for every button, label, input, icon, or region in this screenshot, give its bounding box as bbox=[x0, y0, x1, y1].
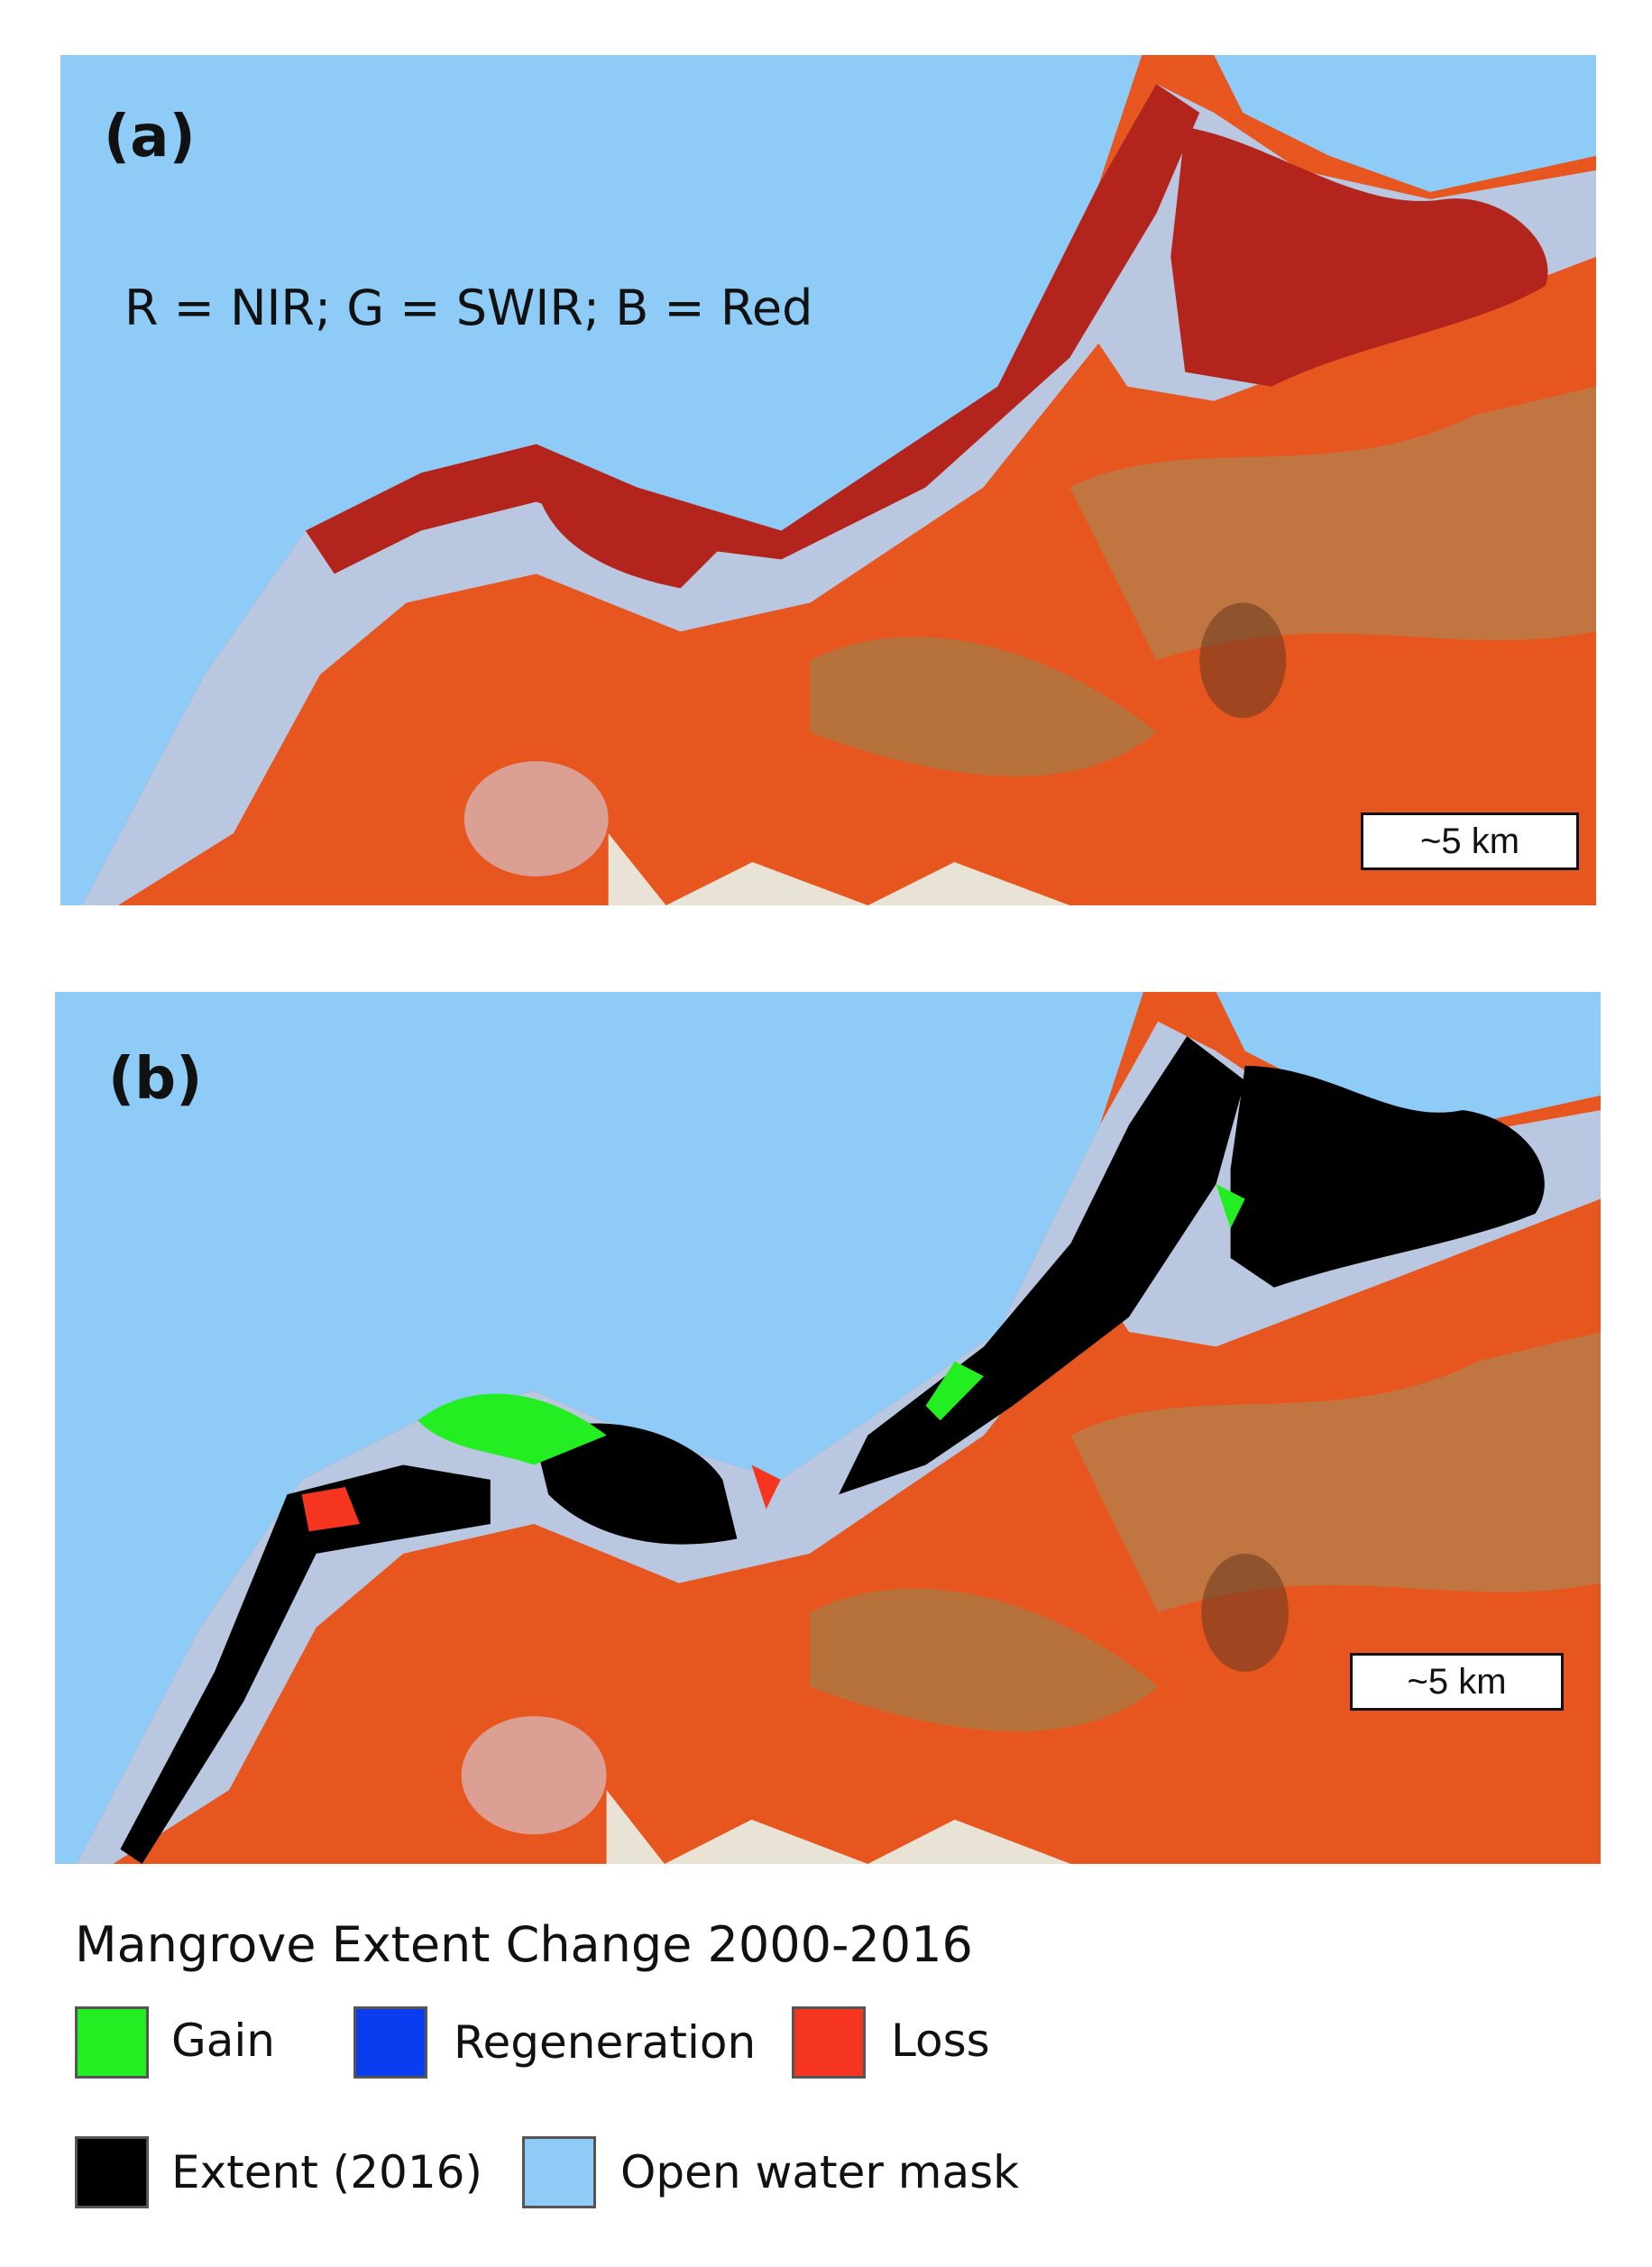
panel-label: (a) bbox=[104, 104, 196, 170]
legend-label: Open water mask bbox=[620, 2146, 1020, 2198]
legend-swatch bbox=[792, 2006, 866, 2079]
legend-label: Extent (2016) bbox=[171, 2146, 482, 2198]
legend-swatch bbox=[75, 2006, 149, 2079]
map-panel-a bbox=[60, 55, 1596, 905]
legend-swatch bbox=[522, 2136, 596, 2208]
band-combination: R = NIR; G = SWIR; B = Red bbox=[124, 280, 813, 336]
map-panel-b bbox=[55, 992, 1601, 1864]
legend-label: Loss bbox=[891, 2015, 990, 2067]
legend-label: Regeneration bbox=[454, 2016, 757, 2069]
panel-label: (b) bbox=[108, 1046, 203, 1113]
scale-bar: ~5 km bbox=[1361, 812, 1579, 870]
scale-bar: ~5 km bbox=[1350, 1653, 1564, 1711]
legend-title: Mangrove Extent Change 2000-2016 bbox=[75, 1916, 973, 1973]
legend-swatch bbox=[353, 2006, 427, 2079]
legend-swatch bbox=[75, 2136, 149, 2208]
legend-label: Gain bbox=[171, 2015, 275, 2067]
